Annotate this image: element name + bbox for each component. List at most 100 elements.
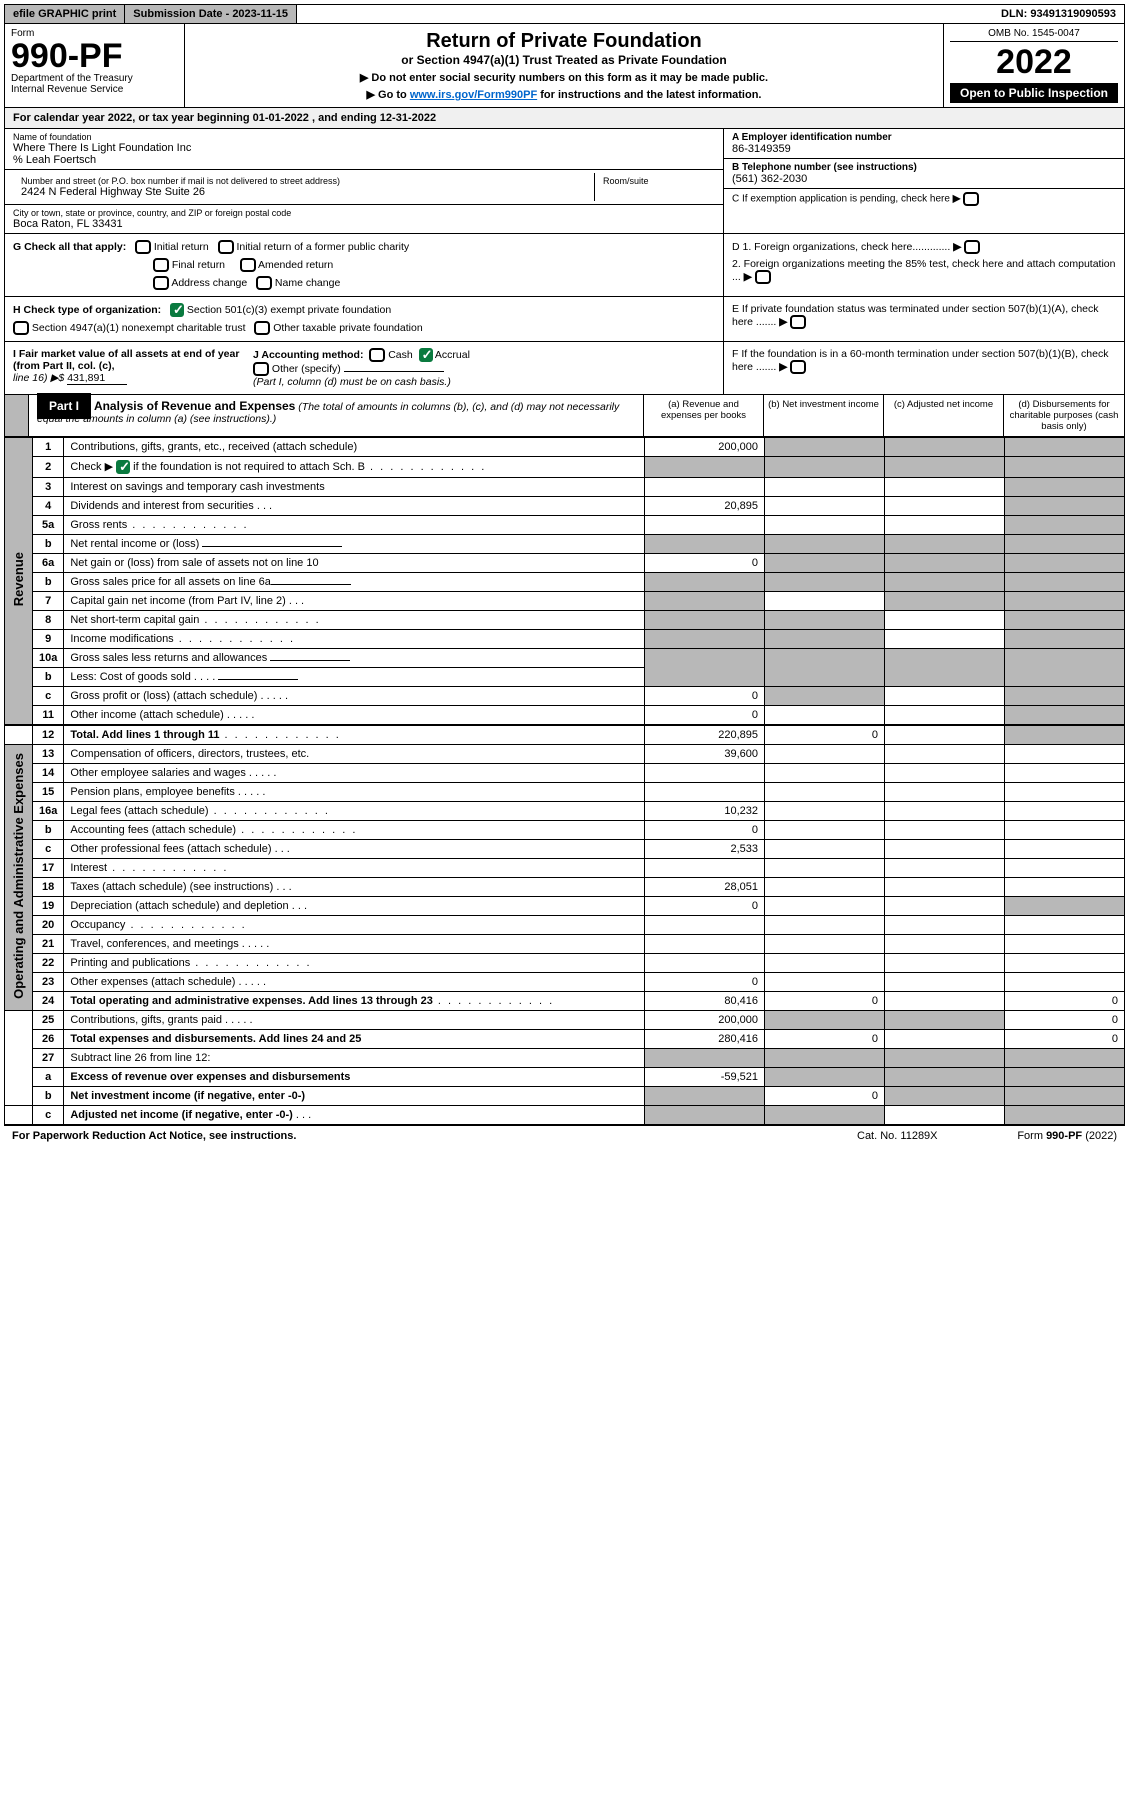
note-1: ▶ Do not enter social security numbers o… — [360, 72, 768, 84]
r6a-num: 6a — [33, 554, 64, 573]
form-footer: Form 990-PF (2022) — [977, 1130, 1117, 1142]
form-header: Form 990-PF Department of the Treasury I… — [4, 24, 1125, 108]
d2-check[interactable] — [755, 270, 771, 284]
g-final-check[interactable] — [153, 258, 169, 272]
e-text: E If private foundation status was termi… — [732, 303, 1099, 328]
r4-desc: Dividends and interest from securities — [70, 500, 253, 512]
r18-num: 18 — [33, 878, 64, 897]
r13-a: 39,600 — [645, 745, 765, 764]
c-checkbox[interactable] — [963, 192, 979, 206]
g-name-check[interactable] — [256, 276, 272, 290]
r19-a: 0 — [645, 897, 765, 916]
g-address-check[interactable] — [153, 276, 169, 290]
j-cash-check[interactable] — [369, 348, 385, 362]
col-d-header: (d) Disbursements for charitable purpose… — [1004, 395, 1124, 436]
h-4947: Section 4947(a)(1) nonexempt charitable … — [32, 322, 246, 334]
r16a-a: 10,232 — [645, 802, 765, 821]
r25-d: 0 — [1005, 1011, 1125, 1030]
d1-check[interactable] — [964, 240, 980, 254]
r4-a: 20,895 — [645, 497, 765, 516]
r20-num: 20 — [33, 916, 64, 935]
r19-num: 19 — [33, 897, 64, 916]
e-check[interactable] — [790, 315, 806, 329]
paperwork-notice: For Paperwork Reduction Act Notice, see … — [12, 1130, 857, 1142]
efile-button[interactable]: efile GRAPHIC print — [5, 5, 125, 23]
r13-num: 13 — [33, 745, 64, 764]
tel-label: B Telephone number (see instructions) — [732, 162, 917, 173]
g-address: Address change — [171, 277, 247, 289]
foundation-name: Where There Is Light Foundation Inc — [13, 142, 715, 154]
col-b-header: (b) Net investment income — [764, 395, 884, 436]
g-initial: Initial return — [154, 241, 209, 253]
r23-desc: Other expenses (attach schedule) — [70, 976, 235, 988]
h-4947-check[interactable] — [13, 321, 29, 335]
tax-year: 2022 — [950, 42, 1118, 83]
j-cash: Cash — [388, 349, 413, 361]
ein-value: 86-3149359 — [732, 143, 1116, 155]
r26-num: 26 — [33, 1030, 64, 1049]
r6a-desc: Net gain or (loss) from sale of assets n… — [64, 554, 645, 573]
r5b-desc: Net rental income or (loss) — [70, 538, 199, 550]
g-initial-check[interactable] — [135, 240, 151, 254]
r21-desc: Travel, conferences, and meetings — [70, 938, 238, 950]
r12-b: 0 — [765, 725, 885, 745]
r11-desc: Other income (attach schedule) — [70, 709, 223, 721]
r12-a: 220,895 — [645, 725, 765, 745]
r5a-desc: Gross rents — [70, 519, 127, 531]
submission-date: Submission Date - 2023-11-15 — [125, 5, 297, 23]
r27a-a: -59,521 — [645, 1068, 765, 1087]
r12-num: 12 — [33, 725, 64, 745]
r27-num: 27 — [33, 1049, 64, 1068]
d1-text: D 1. Foreign organizations, check here..… — [732, 241, 950, 253]
g-amended-check[interactable] — [240, 258, 256, 272]
r15-num: 15 — [33, 783, 64, 802]
r27a-num: a — [33, 1068, 64, 1087]
r2-check[interactable] — [116, 460, 130, 474]
r25-num: 25 — [33, 1011, 64, 1030]
h-501c3-check[interactable] — [170, 303, 184, 317]
r18-a: 28,051 — [645, 878, 765, 897]
cat-number: Cat. No. 11289X — [857, 1130, 977, 1142]
r16c-num: c — [33, 840, 64, 859]
r5b-num: b — [33, 535, 64, 554]
r24-b: 0 — [765, 992, 885, 1011]
g-initial-former-check[interactable] — [218, 240, 234, 254]
r1-desc: Contributions, gifts, grants, etc., rece… — [64, 438, 645, 457]
r8-desc: Net short-term capital gain — [70, 614, 199, 626]
expenses-sidebar: Operating and Administrative Expenses — [11, 753, 26, 999]
r14-num: 14 — [33, 764, 64, 783]
j-accrual: Accrual — [435, 349, 470, 361]
j-other-check[interactable] — [253, 362, 269, 376]
r6b-num: b — [33, 573, 64, 592]
r11-num: 11 — [33, 706, 64, 726]
city-label: City or town, state or province, country… — [13, 208, 715, 218]
h-other-check[interactable] — [254, 321, 270, 335]
r2-post: if the foundation is not required to att… — [130, 461, 365, 473]
r6a-a: 0 — [645, 554, 765, 573]
r26-d: 0 — [1005, 1030, 1125, 1049]
top-bar: efile GRAPHIC print Submission Date - 20… — [4, 4, 1125, 24]
g-label: G Check all that apply: — [13, 241, 126, 253]
i-label: I Fair market value of all assets at end… — [13, 348, 239, 372]
form-number: 990-PF — [11, 39, 178, 73]
r3-desc: Interest on savings and temporary cash i… — [64, 478, 645, 497]
r27b-b: 0 — [765, 1087, 885, 1106]
section-g-h: G Check all that apply: Initial return I… — [4, 234, 1125, 297]
g-amended: Amended return — [258, 259, 333, 271]
instructions-link[interactable]: www.irs.gov/Form990PF — [410, 89, 537, 101]
h-other-tax: Other taxable private foundation — [273, 322, 422, 334]
r24-desc: Total operating and administrative expen… — [70, 995, 432, 1007]
r27c-num: c — [33, 1106, 64, 1125]
irs-label: Internal Revenue Service — [11, 84, 178, 95]
r6b-desc: Gross sales price for all assets on line… — [70, 576, 271, 588]
r23-num: 23 — [33, 973, 64, 992]
f-check[interactable] — [790, 360, 806, 374]
j-accrual-check[interactable] — [419, 348, 433, 362]
r17-desc: Interest — [70, 862, 107, 874]
note2-post: for instructions and the latest informat… — [537, 89, 761, 101]
r1-a: 200,000 — [645, 438, 765, 457]
col-a-header: (a) Revenue and expenses per books — [644, 395, 764, 436]
revenue-sidebar: Revenue — [11, 552, 26, 606]
g-name: Name change — [275, 277, 340, 289]
r23-a: 0 — [645, 973, 765, 992]
